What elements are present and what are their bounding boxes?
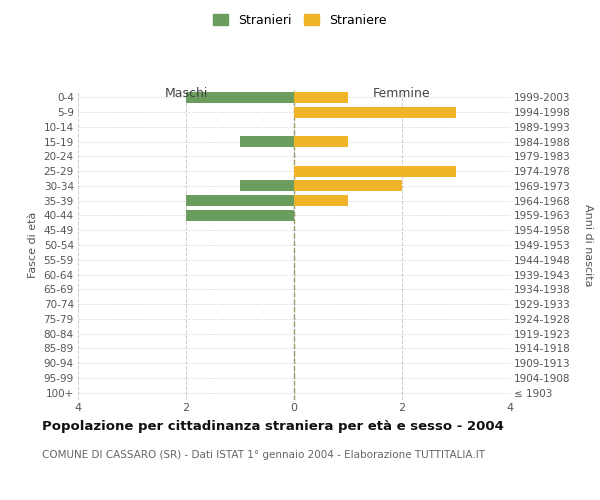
Bar — [294, 106, 456, 118]
Bar — [186, 92, 294, 103]
Bar — [294, 180, 402, 192]
Text: COMUNE DI CASSARO (SR) - Dati ISTAT 1° gennaio 2004 - Elaborazione TUTTITALIA.IT: COMUNE DI CASSARO (SR) - Dati ISTAT 1° g… — [42, 450, 485, 460]
Text: Maschi: Maschi — [164, 87, 208, 100]
Bar — [240, 136, 294, 147]
Y-axis label: Anni di nascita: Anni di nascita — [583, 204, 593, 286]
Bar — [186, 210, 294, 221]
Legend: Stranieri, Straniere: Stranieri, Straniere — [211, 11, 389, 29]
Y-axis label: Fasce di età: Fasce di età — [28, 212, 38, 278]
Bar — [294, 136, 348, 147]
Bar — [294, 166, 456, 176]
Bar — [294, 195, 348, 206]
Bar — [186, 195, 294, 206]
Text: Popolazione per cittadinanza straniera per età e sesso - 2004: Popolazione per cittadinanza straniera p… — [42, 420, 504, 433]
Bar — [240, 180, 294, 192]
Bar — [294, 92, 348, 103]
Text: Femmine: Femmine — [373, 87, 431, 100]
